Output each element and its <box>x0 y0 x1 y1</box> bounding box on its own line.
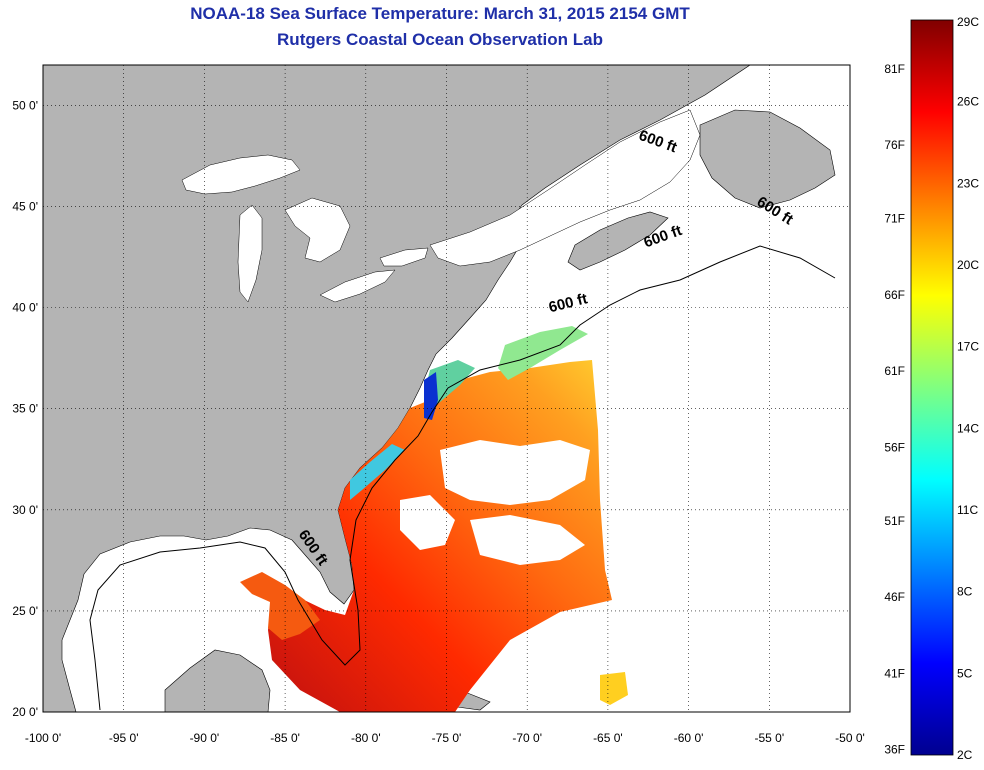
lon-tick-label: -95 0' <box>109 731 139 745</box>
colorbar-celsius-label: 23C <box>957 176 979 190</box>
sst-patch-east <box>600 672 628 705</box>
lake-huron <box>284 197 351 263</box>
lon-tick-label: -100 0' <box>25 731 61 745</box>
lake-ontario <box>379 247 429 267</box>
colorbar-fahrenheit-label: 71F <box>884 212 905 226</box>
colorbar-fahrenheit-label: 51F <box>884 514 905 528</box>
longitude-axis: -100 0' -95 0' -90 0' -85 0' -80 0' -75 0' -70… <box>25 731 865 745</box>
colorbar-fahrenheit-label: 66F <box>884 288 905 302</box>
colorbar-celsius-label: 20C <box>957 258 979 272</box>
map-title: NOAA-18 Sea Surface Temperature: March 3… <box>190 4 690 23</box>
colorbar-celsius-label: 14C <box>957 421 979 435</box>
lon-tick-label: -70 0' <box>512 731 542 745</box>
colorbar-celsius-label: 26C <box>957 95 979 109</box>
lake-superior <box>181 154 301 195</box>
lat-tick-label: 25 0' <box>12 604 38 618</box>
lon-tick-label: -55 0' <box>754 731 784 745</box>
lat-tick-label: 50 0' <box>12 98 38 112</box>
colorbar-fahrenheit-label: 41F <box>884 666 905 680</box>
lon-tick-label: -60 0' <box>674 731 704 745</box>
map-subtitle: Rutgers Coastal Ocean Observation Lab <box>277 30 603 49</box>
colorbar-fahrenheit-label: 36F <box>884 743 905 757</box>
sst-swath-gulf-of-mexico <box>240 572 320 640</box>
colorbar-celsius-label: 5C <box>957 666 973 680</box>
colorbar-fahrenheit-label: 61F <box>884 364 905 378</box>
sst-data-layer <box>240 326 628 712</box>
lat-tick-label: 30 0' <box>12 503 38 517</box>
colorbar-fahrenheit-label: 46F <box>884 590 905 604</box>
colorbar-fahrenheit-label: 76F <box>884 138 905 152</box>
lon-tick-label: -80 0' <box>351 731 381 745</box>
colorbar-celsius-label: 2C <box>957 748 973 762</box>
colorbar-celsius-label: 17C <box>957 340 979 354</box>
land-newfoundland <box>699 109 836 209</box>
colorbar-fahrenheit-label: 81F <box>884 62 905 76</box>
lat-tick-label: 45 0' <box>12 200 38 214</box>
latitude-axis: 20 0' 25 0' 30 0' 35 0' 40 0' 45 0' 50 0' <box>12 98 38 719</box>
colorbar-celsius-label: 29C <box>957 15 979 29</box>
colorbar-fahrenheit-label: 56F <box>884 440 905 454</box>
lon-tick-label: -85 0' <box>270 731 300 745</box>
lat-tick-label: 40 0' <box>12 301 38 315</box>
cloud-gap <box>400 495 455 550</box>
gulf-of-st-lawrence <box>429 109 701 267</box>
lon-tick-label: -90 0' <box>190 731 220 745</box>
colorbar-labels: 36F 41F 46F 51F 56F 61F 66F 71F 76F 81F 2C 5C 8C 11C 1… <box>884 15 979 762</box>
colorbar <box>910 19 954 756</box>
lat-tick-label: 35 0' <box>12 402 38 416</box>
cloud-gap <box>440 440 590 505</box>
colorbar-celsius-label: 11C <box>957 503 978 517</box>
lat-tick-label: 20 0' <box>12 705 38 719</box>
lon-tick-label: -65 0' <box>593 731 623 745</box>
lon-tick-label: -50 0' <box>835 731 865 745</box>
lake-michigan <box>237 204 263 303</box>
lake-erie <box>319 269 396 303</box>
lon-tick-label: -75 0' <box>432 731 462 745</box>
land-nova-scotia <box>567 211 669 271</box>
isobath-600ft-line <box>89 245 836 711</box>
cloud-gap <box>470 515 585 565</box>
colorbar-celsius-label: 8C <box>957 585 973 599</box>
sst-coastal-band <box>350 444 405 500</box>
map-frame <box>42 64 851 713</box>
